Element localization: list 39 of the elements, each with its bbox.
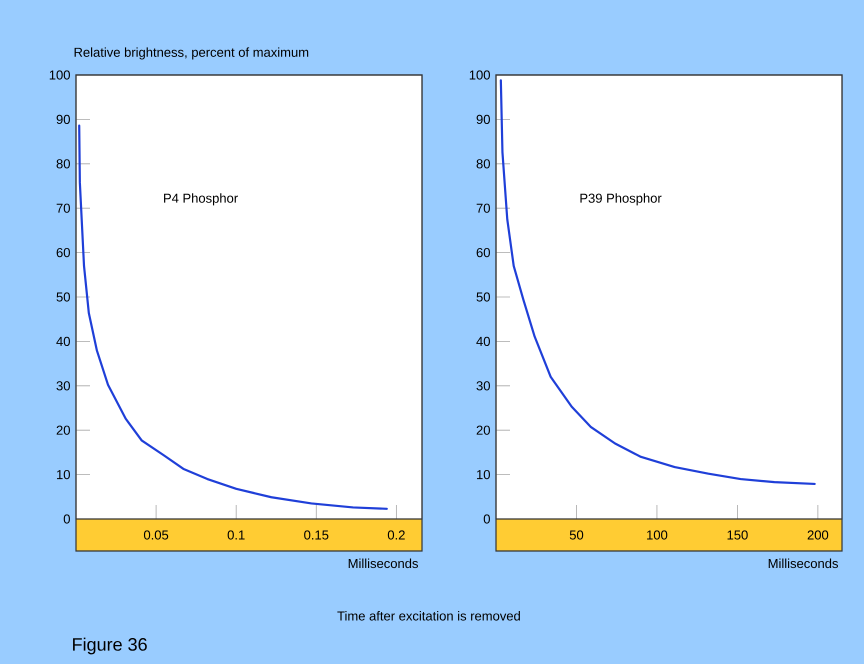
y-tick-label: 60 [476,248,490,258]
y-tick-label: 70 [476,204,490,213]
y-tick-label: 50 [56,292,70,302]
text: P39 Phosphor [580,193,662,206]
y-tick-label: 60 [56,248,70,258]
x-tick-label: 0.1 [228,530,245,540]
x-axis-title: Milliseconds [348,558,418,568]
x-tick-label: 0.2 [388,530,405,540]
y-tick-label: 10 [57,470,70,480]
line-series [500,79,816,486]
y-tick-label: 100 [50,70,70,80]
y-tick-label: 80 [476,159,490,168]
y-tick-label: 30 [476,381,490,390]
x-tick-label: 150 [728,530,748,540]
y-tick-label: 90 [476,114,490,124]
y-tick-label: 100 [470,70,490,80]
y-tick-label: 90 [56,114,70,124]
y-tick-label: 10 [477,470,490,480]
y-tick-label: 40 [476,336,490,346]
x-tick-label: 200 [808,530,828,540]
y-tick-label: 70 [56,204,70,213]
text: Time after excitation is removed [337,611,520,621]
y-tick-label: 50 [476,292,490,302]
x-tick-label: 50 [570,530,584,540]
caption: Figure 36 [73,638,147,654]
y-tick-label: 40 [56,336,70,346]
line-series [78,124,388,510]
y-tick-label: 0 [64,514,70,524]
y-tick-label: 80 [56,159,70,168]
y-tick-label: 0 [484,514,490,524]
x-axis-title: Milliseconds [768,558,838,568]
y-tick-label: 20 [56,426,70,435]
x-tick-label: 0.05 [144,530,168,540]
y-tick-label: 30 [56,381,70,390]
y-tick-label: 20 [476,426,490,435]
y-axis-title: Relative brightness, percent of maximum [74,47,308,60]
x-tick-label: 100 [647,530,668,540]
text: P4 Phosphor [164,193,238,206]
x-tick-label: 0.15 [304,530,328,540]
